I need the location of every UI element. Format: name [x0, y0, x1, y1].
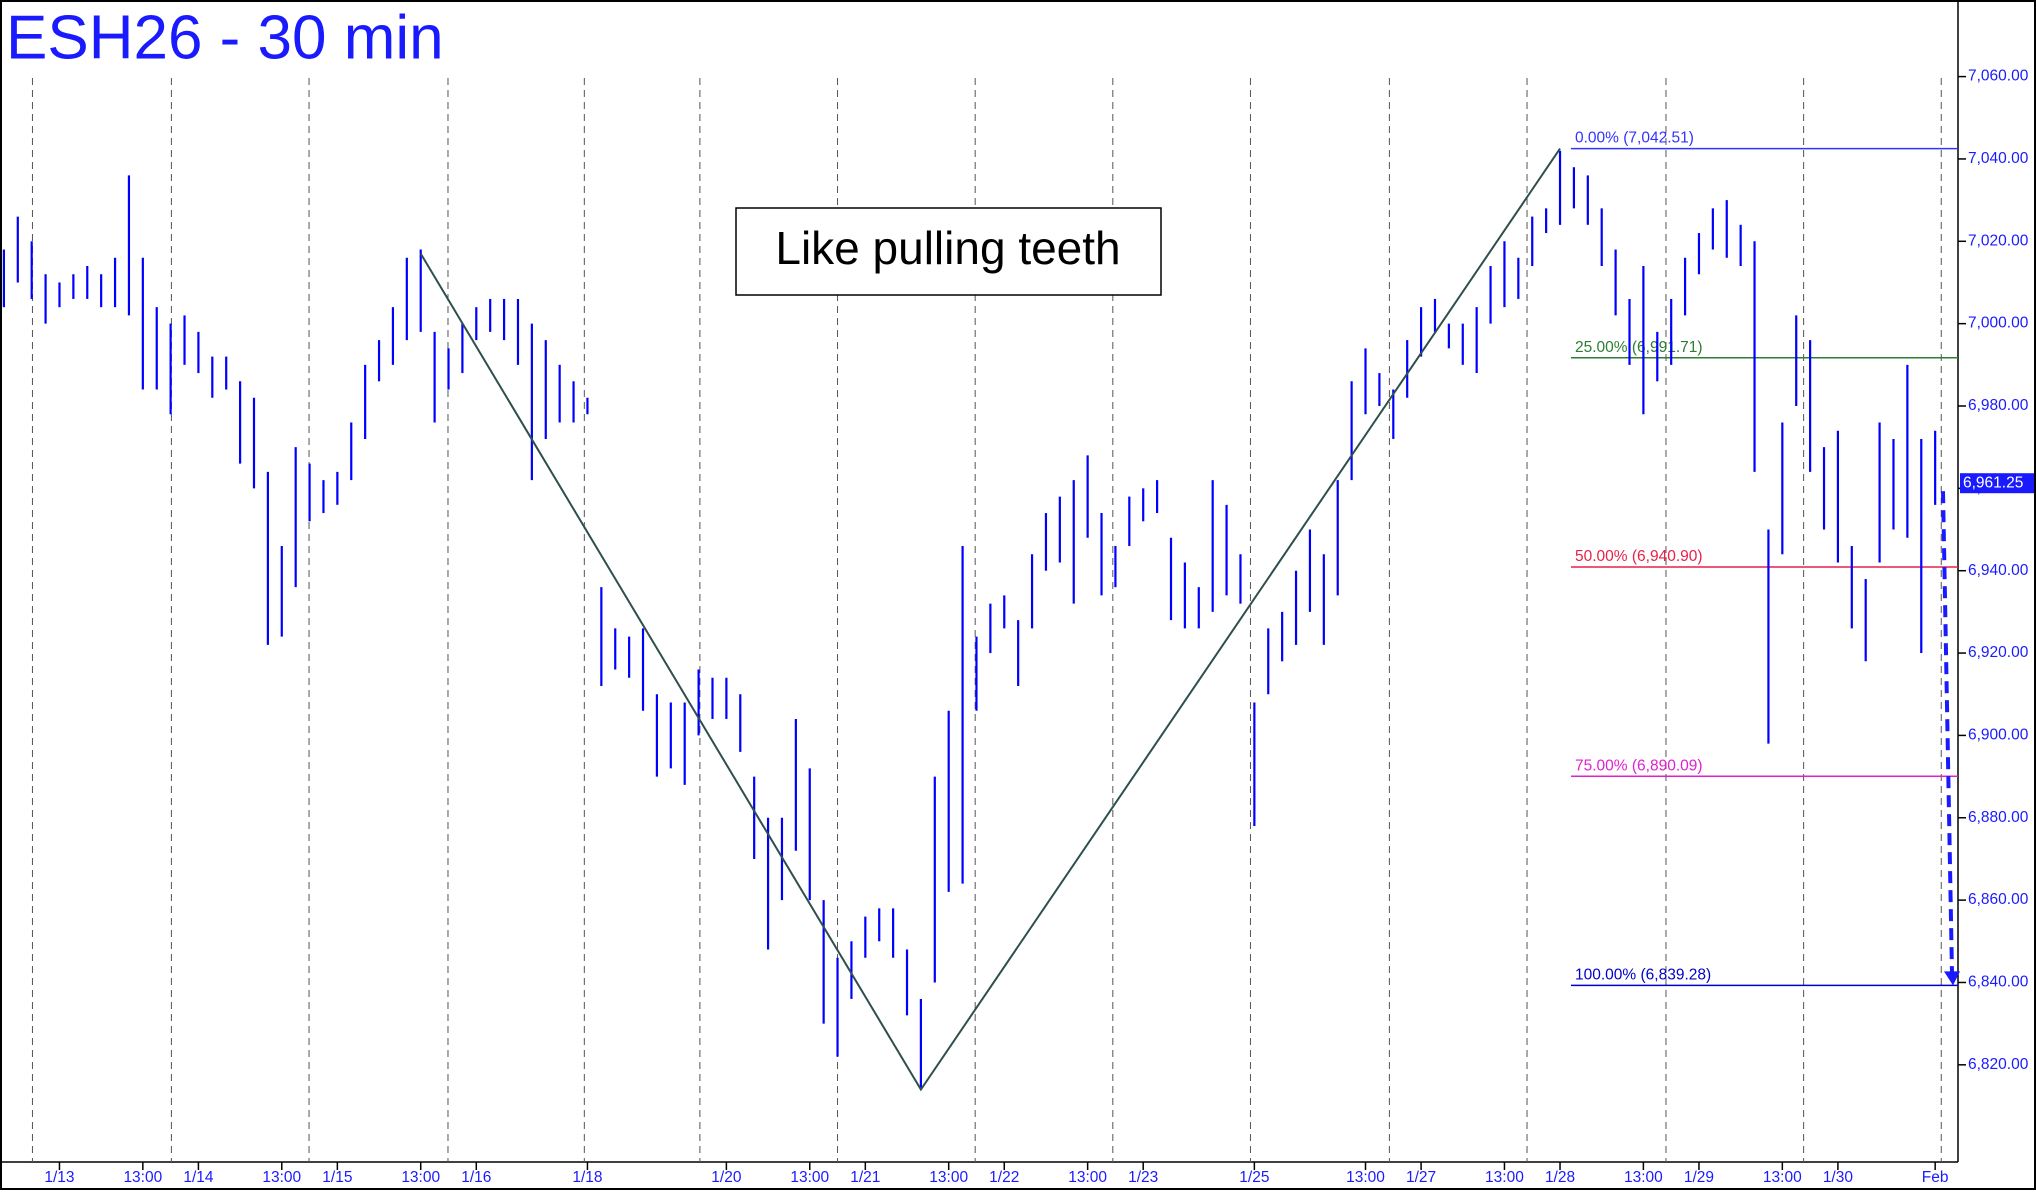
x-tick-label: 1/27 — [1406, 1169, 1436, 1186]
x-tick-label: Feb — [1922, 1169, 1949, 1186]
x-tick-label: 1/28 — [1545, 1169, 1575, 1186]
y-tick-label: 6,920.00 — [1968, 644, 2029, 661]
y-tick-label: 7,020.00 — [1968, 232, 2029, 249]
fib-label: 100.00% (6,839.28) — [1575, 967, 1711, 984]
chart-title: ESH26 - 30 min — [6, 3, 444, 72]
last-price-box — [1960, 473, 2034, 494]
y-tick-label: 6,980.00 — [1968, 397, 2029, 414]
x-tick-label: 1/29 — [1684, 1169, 1714, 1186]
y-tick-label: 7,060.00 — [1968, 68, 2029, 85]
y-tick-label: 7,040.00 — [1968, 150, 2029, 167]
arrow-head — [1944, 971, 1960, 986]
x-tick-label: 1/16 — [461, 1169, 491, 1186]
x-tick-label: 1/21 — [850, 1169, 880, 1186]
y-tick-label: 6,840.00 — [1968, 974, 2029, 991]
y-tick-label: 6,880.00 — [1968, 809, 2029, 826]
x-tick-label: 1/25 — [1239, 1169, 1269, 1186]
x-tick-label: 1/14 — [183, 1169, 214, 1186]
x-tick-label: 1/13 — [44, 1169, 74, 1186]
x-tick-label: 1/30 — [1823, 1169, 1854, 1186]
fib-label: 75.00% (6,890.09) — [1575, 757, 1703, 774]
fib-label: 25.00% (6,991.71) — [1575, 339, 1703, 356]
x-tick-label: 1/18 — [572, 1169, 602, 1186]
annotation-box — [735, 207, 1162, 296]
x-tick-label: 13:00 — [262, 1169, 301, 1186]
x-tick-label: 1/22 — [989, 1169, 1019, 1186]
fib-label: 50.00% (6,940.90) — [1575, 548, 1703, 565]
x-tick-label: 13:00 — [1068, 1169, 1107, 1186]
y-tick-label: 6,900.00 — [1968, 727, 2029, 744]
x-tick-label: 13:00 — [929, 1169, 968, 1186]
y-tick-label: 7,000.00 — [1968, 315, 2029, 332]
y-tick-label: 6,860.00 — [1968, 891, 2029, 908]
x-tick-label: 13:00 — [1624, 1169, 1663, 1186]
x-tick-label: 13:00 — [790, 1169, 829, 1186]
x-tick-label: 1/23 — [1128, 1169, 1158, 1186]
x-tick-label: 1/15 — [322, 1169, 352, 1186]
last-price-label: 6,961.25 — [1963, 474, 2023, 491]
x-tick-label: 13:00 — [1346, 1169, 1385, 1186]
x-tick-label: 13:00 — [401, 1169, 440, 1186]
annotation: Like pulling teeth — [775, 222, 1120, 274]
fib-label: 0.00% (7,042.51) — [1575, 130, 1694, 147]
y-tick-label: 6,940.00 — [1968, 562, 2029, 579]
x-tick-label: 1/20 — [711, 1169, 742, 1186]
x-tick-label: 13:00 — [123, 1169, 162, 1186]
x-tick-label: 13:00 — [1763, 1169, 1802, 1186]
y-tick-label: 6,820.00 — [1968, 1056, 2029, 1073]
x-tick-label: 13:00 — [1485, 1169, 1524, 1186]
projection-arrow — [1941, 491, 1954, 974]
trendline — [419, 148, 1561, 1092]
